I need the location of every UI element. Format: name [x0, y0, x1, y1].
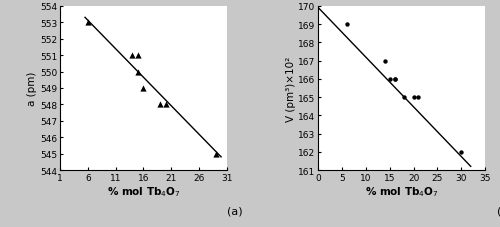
Point — [84, 21, 92, 25]
X-axis label: % mol Tb$_4$O$_7$: % mol Tb$_4$O$_7$ — [106, 185, 180, 198]
Point — [156, 103, 164, 107]
Point — [162, 103, 170, 107]
X-axis label: % mol Tb$_4$O$_7$: % mol Tb$_4$O$_7$ — [365, 185, 438, 198]
Point — [343, 23, 351, 27]
Point — [128, 54, 136, 58]
Point — [212, 152, 220, 156]
Point — [386, 78, 394, 81]
Point — [400, 96, 408, 99]
Point — [414, 96, 422, 99]
Point — [390, 78, 398, 81]
Text: (a): (a) — [227, 206, 243, 216]
Y-axis label: a (pm): a (pm) — [27, 72, 37, 106]
Point — [390, 78, 398, 81]
Point — [410, 96, 418, 99]
Y-axis label: V (pm³)×10²: V (pm³)×10² — [286, 56, 296, 121]
Text: (b): (b) — [497, 206, 500, 216]
Point — [381, 59, 389, 63]
Point — [140, 87, 147, 90]
Point — [457, 150, 465, 154]
Point — [134, 70, 142, 74]
Point — [134, 54, 142, 58]
